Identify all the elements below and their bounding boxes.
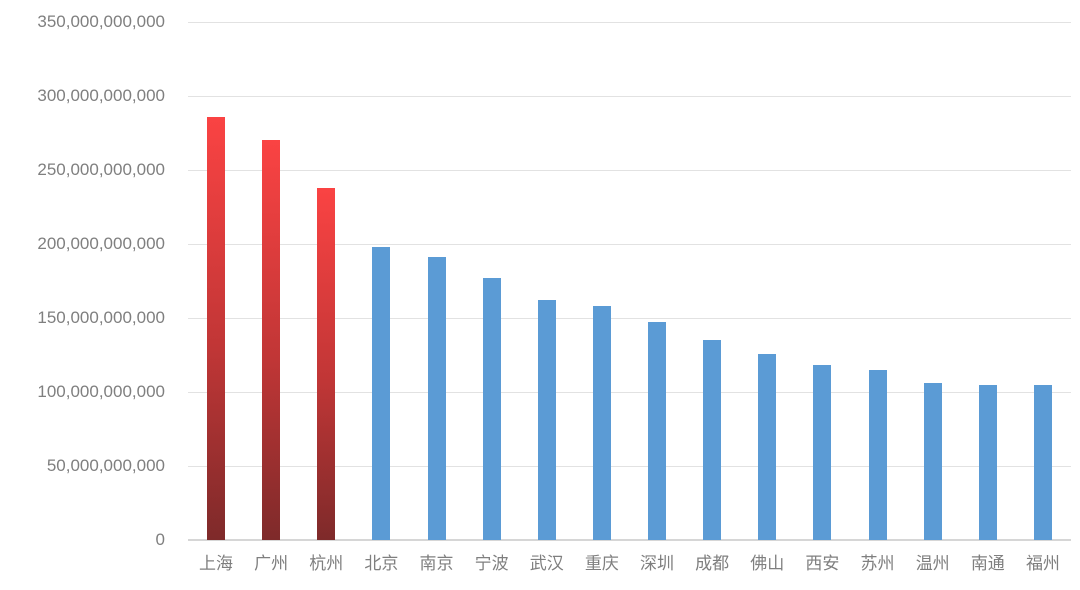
gridline [188, 244, 1071, 245]
x-tick-label: 温州 [915, 554, 950, 573]
gridline [188, 392, 1071, 393]
x-tick-label: 南京 [419, 554, 454, 573]
bar-上海 [207, 116, 225, 540]
bar-西安 [813, 365, 832, 540]
gridline [188, 22, 1071, 23]
y-tick-label: 200,000,000,000 [37, 234, 165, 253]
x-axis-line [188, 539, 1071, 541]
y-tick-label: 250,000,000,000 [37, 160, 165, 179]
bar-南通 [978, 384, 997, 540]
bar-福州 [1033, 384, 1052, 540]
x-tick-label: 福州 [1025, 554, 1060, 573]
x-axis: 上海 广州 杭州 北京 南京 宁波 武汉 重庆 深圳 成都 佛山 西安 苏州 温州 南通 福州 [188, 549, 1071, 579]
x-tick-label: 重庆 [584, 554, 619, 573]
x-tick-label: 南通 [970, 554, 1005, 573]
bar-佛山 [758, 353, 777, 540]
x-tick-label: 杭州 [309, 554, 344, 573]
x-tick-label: 上海 [199, 554, 233, 573]
x-tick-label: 深圳 [640, 554, 675, 573]
gridline [188, 318, 1071, 319]
gridline [188, 466, 1071, 467]
y-axis: 350,000,000,000 300,000,000,000 250,000,00… [0, 0, 168, 590]
bar-重庆 [592, 306, 611, 540]
x-tick-label: 广州 [254, 554, 289, 573]
x-tick-label: 苏州 [860, 554, 895, 573]
bar-成都 [703, 340, 722, 540]
x-tick-label: 北京 [364, 554, 399, 573]
bar-宁波 [482, 278, 501, 540]
x-tick-label: 西安 [805, 554, 840, 573]
bar-深圳 [648, 322, 667, 540]
y-tick-label: 350,000,000,000 [37, 12, 165, 31]
x-tick-label: 武汉 [529, 554, 564, 573]
gridline [188, 170, 1071, 171]
y-tick-label: 100,000,000,000 [37, 382, 165, 401]
x-tick-label: 佛山 [750, 554, 785, 573]
gridline [188, 96, 1071, 97]
y-tick-label: 150,000,000,000 [37, 308, 165, 327]
y-tick-label: 300,000,000,000 [37, 86, 165, 105]
bar-广州 [262, 140, 281, 540]
plot-area [188, 22, 1071, 541]
x-tick-label: 成都 [695, 554, 730, 573]
y-tick-label: 50,000,000,000 [46, 456, 165, 475]
bar-南京 [427, 257, 446, 540]
bar-温州 [923, 383, 942, 540]
x-tick-label: 宁波 [474, 554, 509, 573]
y-tick-label: 0 [155, 530, 165, 549]
bar-北京 [372, 246, 391, 540]
bar-苏州 [868, 369, 887, 540]
bar-武汉 [537, 300, 556, 540]
bar-杭州 [317, 187, 336, 540]
